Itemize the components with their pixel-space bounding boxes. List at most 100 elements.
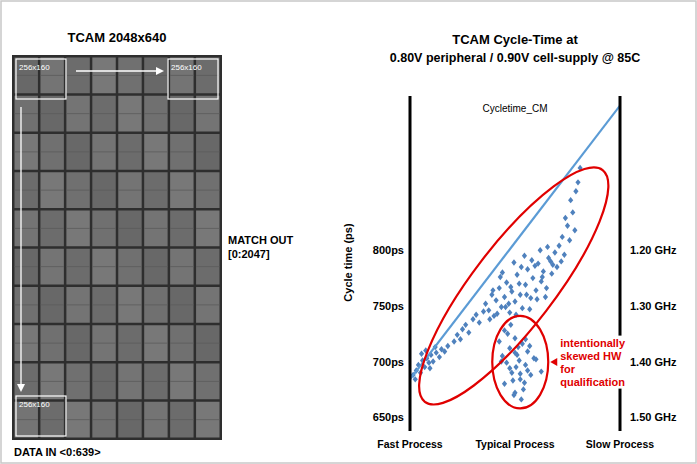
die-texture (144, 151, 167, 152)
die-texture (170, 228, 193, 229)
die-block (144, 58, 167, 94)
die-block (15, 172, 38, 208)
data-point (474, 312, 479, 318)
data-point (445, 343, 450, 349)
data-point (533, 356, 538, 362)
data-in-label: DATA IN <0:639> (14, 446, 101, 458)
die-texture (15, 151, 38, 152)
die-block (66, 96, 89, 132)
die-texture (144, 190, 167, 191)
data-point (518, 371, 523, 377)
data-point (505, 331, 510, 337)
data-point (512, 298, 517, 304)
data-point (533, 287, 538, 293)
die-block (144, 172, 167, 208)
die-block (92, 287, 115, 323)
die-block (170, 402, 193, 438)
data-point (522, 253, 527, 259)
data-point (562, 252, 567, 258)
die-texture (15, 228, 38, 229)
die-block (40, 249, 63, 285)
die-texture (40, 419, 63, 420)
die-texture (118, 75, 141, 76)
die-texture (144, 75, 167, 76)
die-block (118, 134, 141, 170)
die-block (66, 58, 89, 94)
data-point (515, 272, 520, 278)
die-block (144, 96, 167, 132)
die-block (118, 172, 141, 208)
die-texture (196, 343, 219, 344)
match-out-label: MATCH OUT (228, 234, 293, 246)
data-point (523, 362, 528, 368)
die-texture (66, 228, 89, 229)
data-point (573, 188, 578, 194)
annotation-line: for (560, 363, 575, 375)
die-block (118, 287, 141, 323)
die-texture (170, 381, 193, 382)
data-point (518, 376, 523, 382)
die-texture (170, 343, 193, 344)
data-point (483, 300, 488, 306)
block-label: 256x160 (19, 63, 50, 72)
group-ellipse (392, 145, 635, 427)
die-texture (40, 228, 63, 229)
y2-tick-label: 1.40 GHz (630, 356, 677, 368)
die-texture (92, 113, 115, 114)
data-point (511, 259, 516, 265)
die-texture (15, 266, 38, 267)
die-block (92, 364, 115, 400)
die-block (170, 249, 193, 285)
data-point (534, 296, 539, 302)
die-block (15, 249, 38, 285)
die-texture (170, 266, 193, 267)
data-point (490, 287, 495, 293)
data-point (544, 285, 549, 291)
die-texture (118, 381, 141, 382)
arrow-head (156, 67, 164, 75)
y-axis-title: Cycle time (ps) (342, 223, 354, 302)
data-point (522, 380, 527, 386)
data-point (427, 365, 432, 371)
annotation-text: intentionallyskewed HWforqualification (560, 337, 626, 388)
die-texture (66, 343, 89, 344)
die-texture (40, 381, 63, 382)
data-point (570, 209, 575, 215)
data-point (507, 309, 512, 315)
chart-title: TCAM Cycle-Time at (452, 32, 578, 47)
data-point (434, 349, 439, 355)
data-point (541, 268, 546, 274)
arrow (20, 107, 21, 386)
die-block (144, 325, 167, 361)
die-texture (40, 304, 63, 305)
die-block (40, 172, 63, 208)
data-point (524, 292, 529, 298)
chart-subtitle: 0.80V peripheral / 0.90V cell-supply @ 8… (390, 51, 641, 65)
data-point (552, 249, 557, 255)
data-point (549, 270, 554, 276)
die-texture (118, 113, 141, 114)
data-point (486, 307, 491, 313)
die-texture (66, 266, 89, 267)
die-block (196, 402, 219, 438)
die-texture (40, 190, 63, 191)
die-block (15, 325, 38, 361)
data-point (557, 243, 562, 249)
die-block (118, 58, 141, 94)
die-block (66, 211, 89, 247)
y-tick-label: 800ps (373, 244, 404, 256)
data-point (437, 354, 442, 360)
die-texture (92, 75, 115, 76)
plot-label: Cycletime_CM (482, 103, 547, 114)
die-block (40, 96, 63, 132)
x-tick-label: Slow Process (586, 438, 654, 450)
data-point (508, 322, 513, 328)
data-point (520, 305, 525, 311)
data-point (502, 294, 507, 300)
die-block (40, 364, 63, 400)
die-texture (170, 75, 193, 76)
die-texture (40, 343, 63, 344)
die-texture (144, 113, 167, 114)
die-texture (66, 113, 89, 114)
group-ellipse (492, 316, 548, 409)
